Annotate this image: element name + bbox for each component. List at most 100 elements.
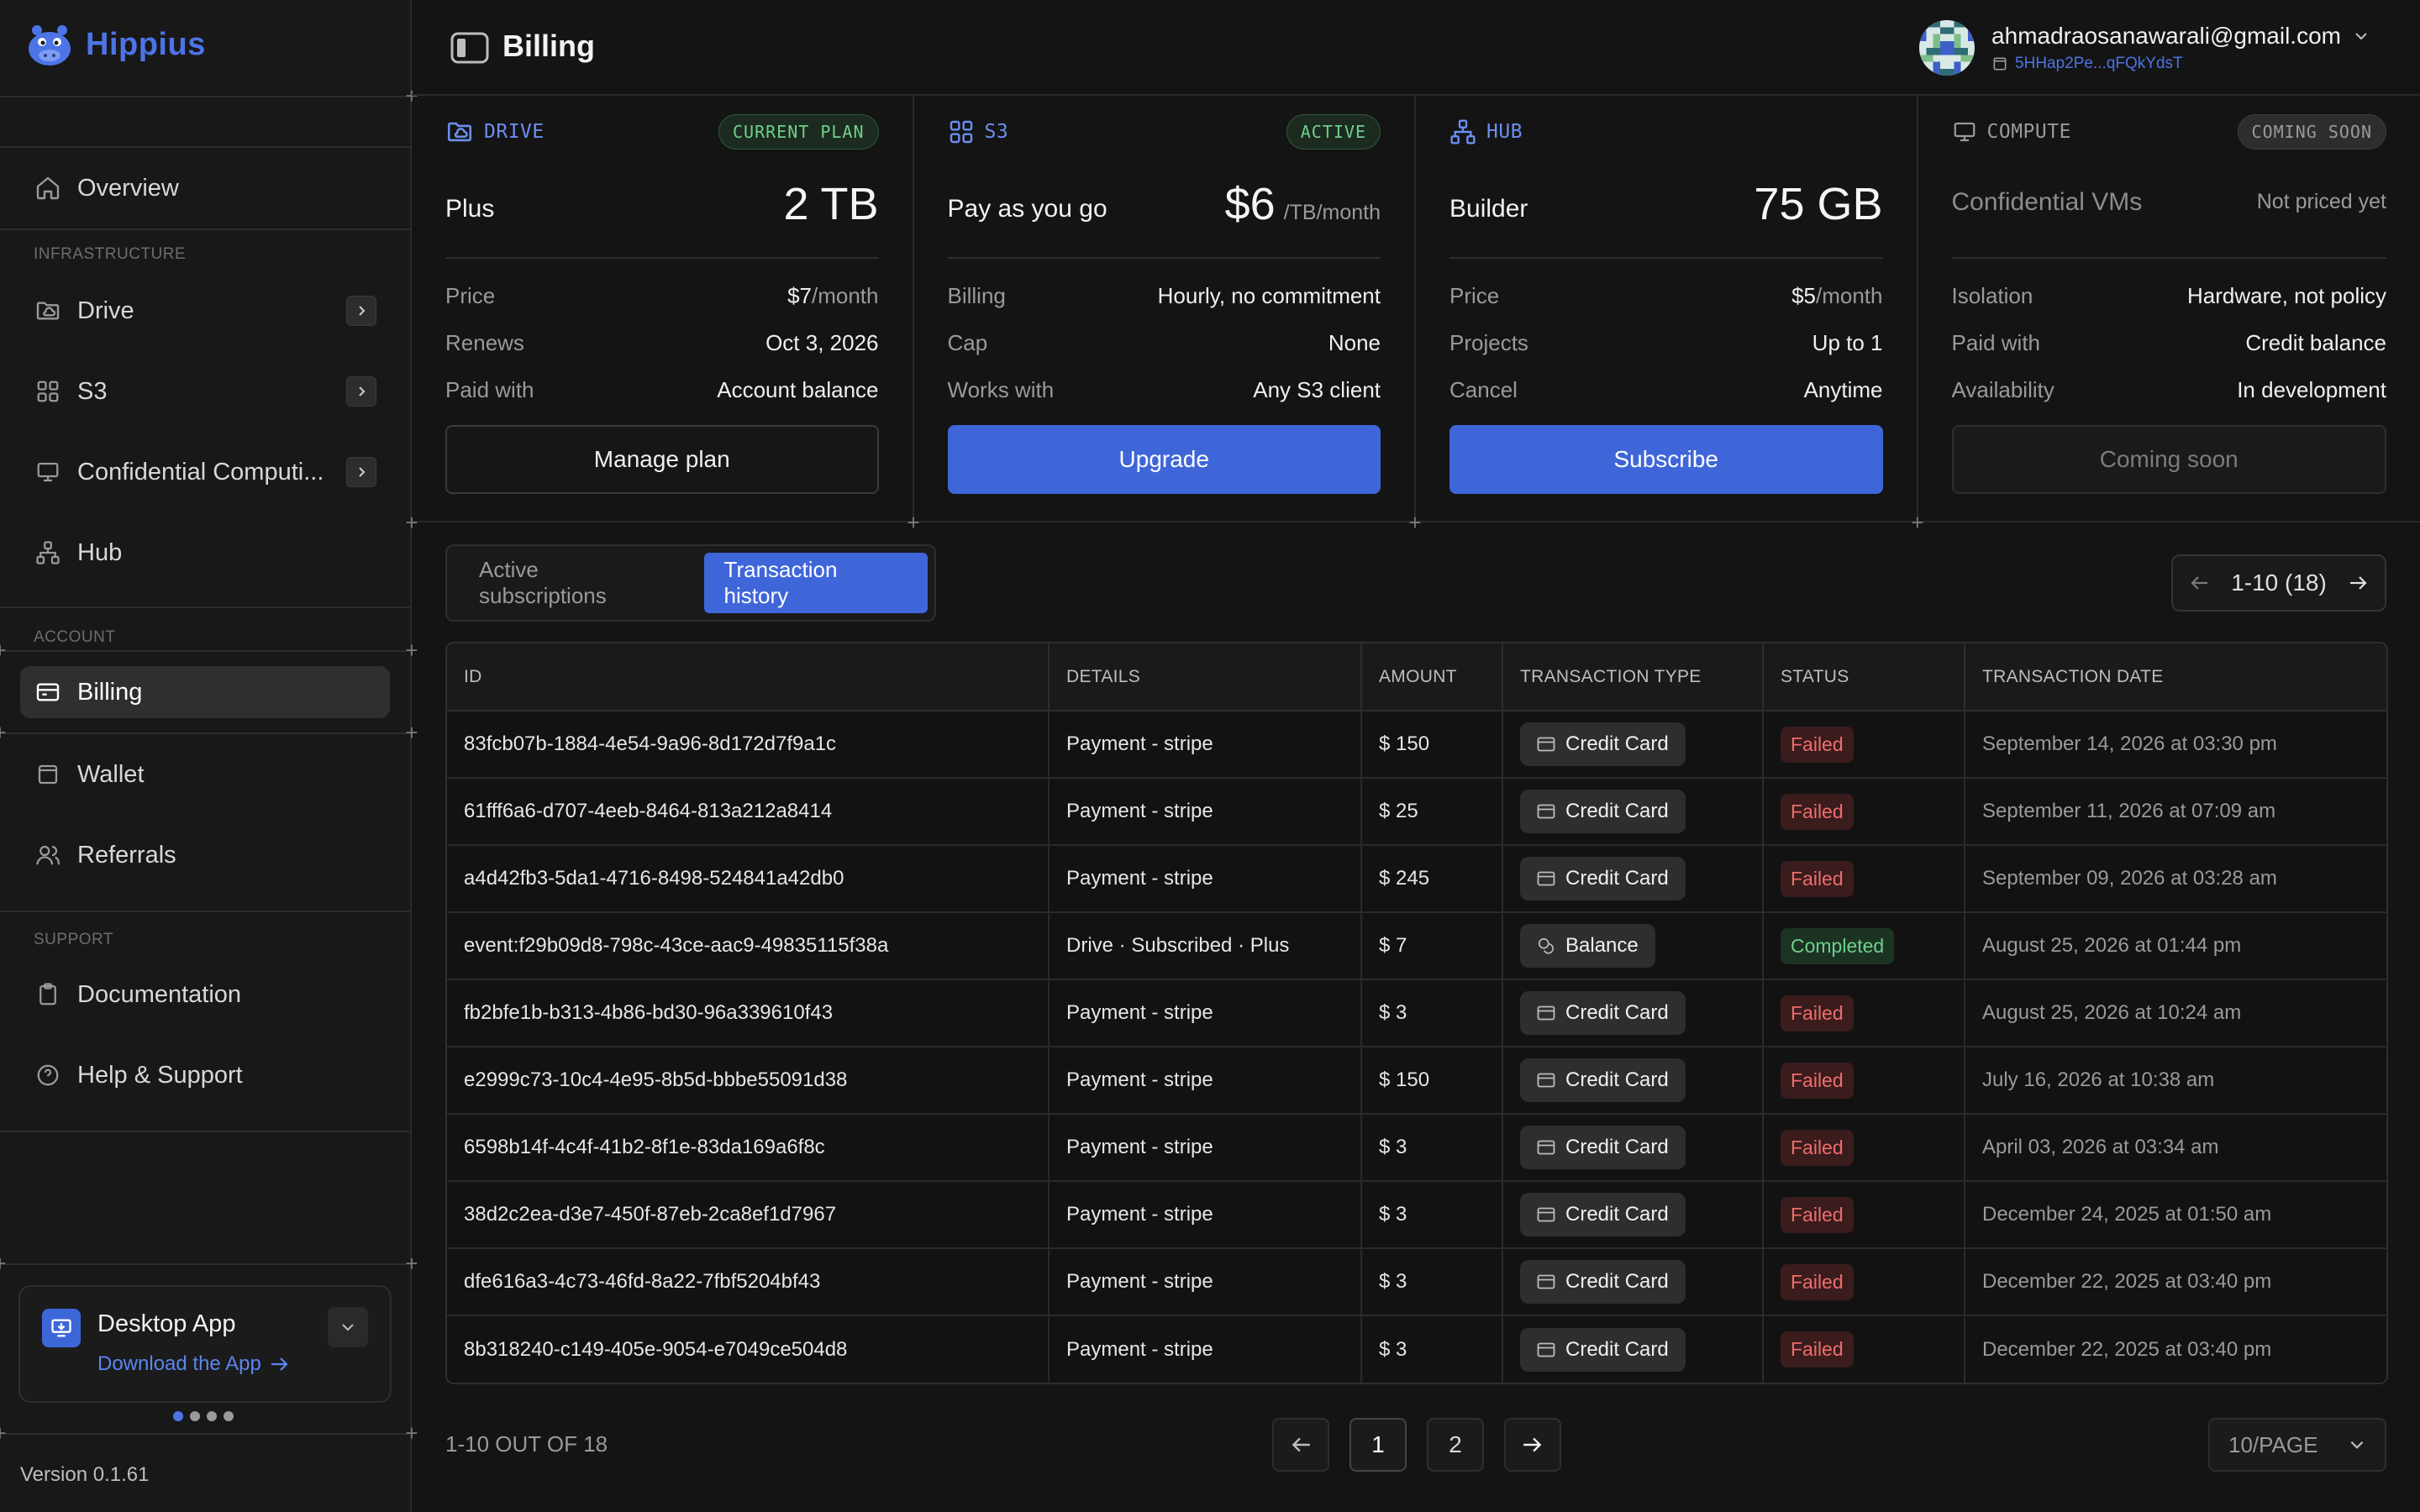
transaction-id[interactable]: e2999c73-10c4-4e95-8b5d-bbbe55091d38 bbox=[464, 1068, 848, 1091]
divider bbox=[947, 257, 1381, 259]
table-row[interactable]: 38d2c2ea-d3e7-450f-87eb-2ca8ef1d7967 Paym… bbox=[447, 1181, 2386, 1249]
table-row[interactable]: event:f29b09d8-798c-43ce-aac9-49835115f3… bbox=[447, 912, 2386, 980]
plan-row-key: Renews bbox=[445, 329, 524, 355]
sidebar-item-label: Wallet bbox=[77, 760, 145, 788]
account-menu[interactable]: ahmadraosanawarali@gmail.com 5HHap2Pe...… bbox=[1919, 18, 2370, 77]
logo[interactable]: Hippius bbox=[25, 22, 206, 67]
sidebar-item-referrals[interactable]: Referrals bbox=[20, 829, 390, 881]
cell-amount: $ 7 bbox=[1361, 912, 1503, 980]
column-header-transaction-date[interactable]: TRANSACTION DATE bbox=[1965, 643, 2386, 711]
cell-status: Failed bbox=[1763, 1114, 1965, 1182]
transaction-id[interactable]: fb2bfe1b-b313-4b86-bd30-96a339610f43 bbox=[464, 1001, 834, 1024]
sidebar-item-overview[interactable]: Overview bbox=[20, 162, 390, 214]
table-row[interactable]: fb2bfe1b-b313-4b86-bd30-96a339610f43 Paym… bbox=[447, 979, 2386, 1047]
manage-plan-button[interactable]: Manage plan bbox=[445, 425, 879, 494]
transaction-id[interactable]: 38d2c2ea-d3e7-450f-87eb-2ca8ef1d7967 bbox=[464, 1203, 837, 1226]
hippo-logo-icon bbox=[29, 25, 71, 66]
transaction-details: Payment - stripe bbox=[1066, 1337, 1213, 1361]
upgrade-button[interactable]: Upgrade bbox=[947, 425, 1381, 494]
plan-row-key: Paid with bbox=[445, 376, 534, 402]
transaction-type-pill: Credit Card bbox=[1520, 1193, 1686, 1236]
carousel-dot[interactable] bbox=[173, 1411, 183, 1421]
next-page-button[interactable] bbox=[1504, 1418, 1561, 1472]
table-row[interactable]: 6598b14f-4c4f-41b2-8f1e-83da169a6f8c Paym… bbox=[447, 1114, 2386, 1182]
carousel-dot[interactable] bbox=[207, 1411, 217, 1421]
transaction-id[interactable]: 8b318240-c149-405e-9054-e7049ce504d8 bbox=[464, 1337, 848, 1361]
tab-active-subscriptions[interactable]: Active subscriptions bbox=[479, 557, 607, 608]
plan-name: HUB bbox=[1486, 121, 1523, 143]
transaction-id[interactable]: 61fff6a6-d707-4eeb-8464-813a212a8414 bbox=[464, 800, 833, 822]
chevron-right-icon[interactable] bbox=[346, 376, 376, 407]
table-row[interactable]: 61fff6a6-d707-4eeb-8464-813a212a8414 Paym… bbox=[447, 778, 2386, 846]
account-email-row[interactable]: ahmadraosanawarali@gmail.com bbox=[1991, 23, 2370, 50]
plan-tier: Builder bbox=[1449, 195, 1528, 223]
download-app-link[interactable]: Download the App bbox=[97, 1352, 290, 1376]
column-header-amount[interactable]: AMOUNT bbox=[1361, 643, 1503, 711]
chevron-right-icon[interactable] bbox=[346, 296, 376, 326]
price-period: /month bbox=[812, 282, 879, 308]
plus-marker: + bbox=[405, 83, 418, 108]
plan-row: Paid with Credit balance bbox=[1952, 326, 2387, 360]
arrow-left-icon[interactable] bbox=[2189, 575, 2209, 591]
page-button-1[interactable]: 1 bbox=[1349, 1418, 1407, 1472]
table-row[interactable]: e2999c73-10c4-4e95-8b5d-bbbe55091d38 Paym… bbox=[447, 1047, 2386, 1115]
table-row[interactable]: a4d42fb3-5da1-4716-8498-524841a42db0 Paym… bbox=[447, 845, 2386, 913]
tab-transaction-history[interactable]: Transaction history bbox=[703, 553, 928, 613]
plan-row: Works with Any S3 client bbox=[948, 373, 1381, 407]
carousel-dots[interactable] bbox=[173, 1411, 234, 1421]
plan-cards: DRIVE CURRENT PLAN Plus 2 TB Price $7/mo… bbox=[412, 96, 2420, 522]
cell-details: Drive · Subscribed · Plus bbox=[1049, 912, 1362, 980]
plus-marker: + bbox=[405, 1420, 418, 1446]
transaction-type-pill: Credit Card bbox=[1520, 790, 1686, 833]
sidebar-item-wallet[interactable]: Wallet bbox=[20, 748, 390, 801]
table-row[interactable]: 8b318240-c149-405e-9054-e7049ce504d8 Paym… bbox=[447, 1315, 2386, 1383]
sidebar-item-label: Overview bbox=[77, 174, 179, 202]
column-header-transaction-type[interactable]: TRANSACTION TYPE bbox=[1502, 643, 1764, 711]
divider bbox=[0, 911, 412, 912]
app-name: Hippius bbox=[86, 26, 206, 62]
transaction-type: Credit Card bbox=[1565, 732, 1669, 755]
cell-id: a4d42fb3-5da1-4716-8498-524841a42db0 bbox=[447, 845, 1050, 913]
column-header-id[interactable]: ID bbox=[447, 643, 1050, 711]
transaction-id[interactable]: 6598b14f-4c4f-41b2-8f1e-83da169a6f8c bbox=[464, 1136, 825, 1158]
prev-page-button[interactable] bbox=[1272, 1418, 1329, 1472]
transaction-id[interactable]: event:f29b09d8-798c-43ce-aac9-49835115f3… bbox=[464, 934, 889, 957]
table-row[interactable]: 83fcb07b-1884-4e54-9a96-8d172d7f9a1c Paym… bbox=[447, 711, 2386, 779]
table-row[interactable]: dfe616a3-4c73-46fd-8a22-7fbf5204bf43 Paym… bbox=[447, 1248, 2386, 1316]
transaction-id[interactable]: a4d42fb3-5da1-4716-8498-524841a42db0 bbox=[464, 867, 844, 890]
transaction-type: Credit Card bbox=[1565, 1068, 1669, 1091]
transaction-type-pill: Credit Card bbox=[1520, 1058, 1686, 1102]
collapse-button[interactable] bbox=[328, 1307, 368, 1347]
sidebar-item-hub[interactable]: Hub bbox=[20, 527, 390, 579]
per-page-select[interactable]: 10/PAGE bbox=[2208, 1418, 2386, 1472]
carousel-dot[interactable] bbox=[224, 1411, 234, 1421]
column-header-details[interactable]: DETAILS bbox=[1049, 643, 1362, 711]
plan-row: Billing Hourly, no commitment bbox=[948, 279, 1381, 312]
transaction-id[interactable]: 83fcb07b-1884-4e54-9a96-8d172d7f9a1c bbox=[464, 732, 837, 755]
carousel-dot[interactable] bbox=[190, 1411, 200, 1421]
plus-marker: + bbox=[405, 1251, 418, 1276]
transaction-type-pill: Credit Card bbox=[1520, 991, 1686, 1035]
avatar[interactable] bbox=[1919, 20, 1975, 76]
cell-type: Credit Card bbox=[1502, 1315, 1764, 1383]
sidebar-item-confidential-computing[interactable]: Confidential Computi... bbox=[20, 446, 390, 498]
sidebar-item-billing[interactable]: Billing bbox=[20, 666, 390, 718]
transaction-date: December 24, 2025 at 01:50 am bbox=[1982, 1203, 2272, 1226]
per-page-value: 10/PAGE bbox=[2228, 1431, 2318, 1457]
page-button-2[interactable]: 2 bbox=[1427, 1418, 1484, 1472]
wallet-address-row[interactable]: 5HHap2Pe...qFQkYdsT bbox=[1991, 55, 2370, 73]
column-header-status[interactable]: STATUS bbox=[1763, 643, 1965, 711]
credit-card-icon bbox=[1537, 1005, 1555, 1021]
transaction-id[interactable]: dfe616a3-4c73-46fd-8a22-7fbf5204bf43 bbox=[464, 1270, 821, 1293]
sidebar-item-s3[interactable]: S3 bbox=[20, 365, 390, 417]
chevron-right-icon[interactable] bbox=[346, 457, 376, 487]
plan-row-key: Billing bbox=[947, 282, 1006, 308]
arrow-right-icon[interactable] bbox=[2349, 575, 2369, 591]
price-period: /month bbox=[1816, 282, 1883, 308]
sidebar-item-help-support[interactable]: Help & Support bbox=[20, 1049, 390, 1101]
sidebar-item-drive[interactable]: Drive bbox=[20, 285, 390, 337]
subscribe-button[interactable]: Subscribe bbox=[1449, 425, 1883, 494]
transaction-type: Credit Card bbox=[1565, 1337, 1669, 1361]
sidebar-item-documentation[interactable]: Documentation bbox=[20, 969, 390, 1021]
sidebar-toggle-icon[interactable] bbox=[450, 32, 489, 68]
